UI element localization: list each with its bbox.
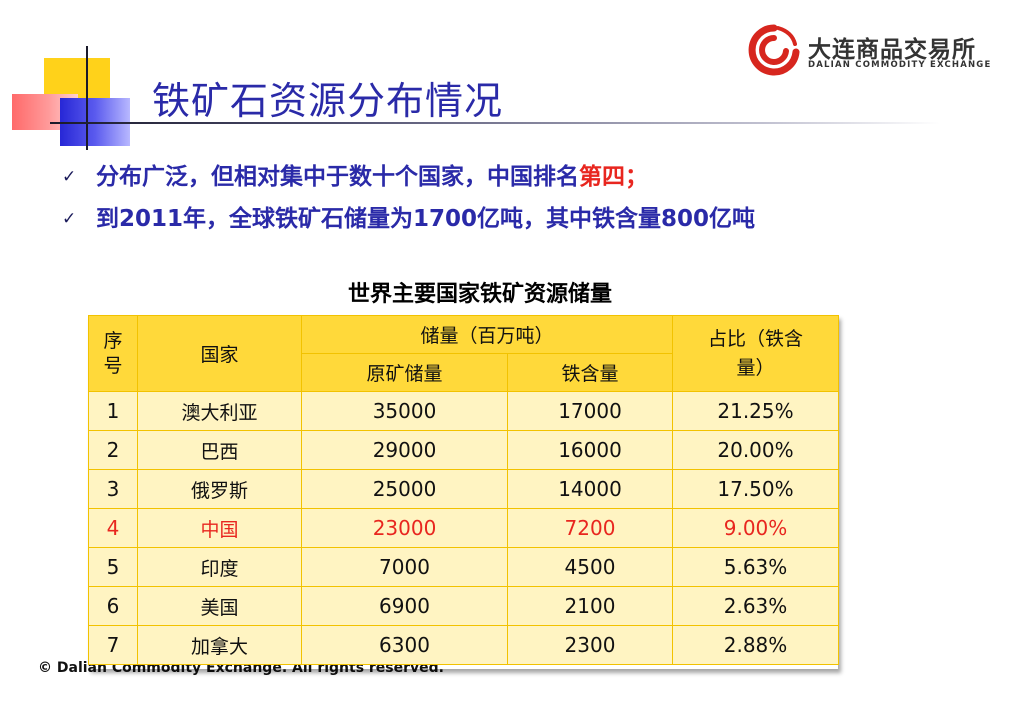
cell-share: 2.88% — [672, 625, 840, 665]
cell-share: 20.00% — [672, 430, 840, 470]
cell-index: 4 — [88, 508, 138, 548]
cell-index: 7 — [88, 625, 138, 665]
cell-country: 巴西 — [137, 430, 302, 470]
cell-raw: 25000 — [301, 469, 508, 509]
table-row: 1 澳大利亚 35000 17000 21.25% — [88, 391, 840, 431]
cell-iron: 4500 — [506, 547, 674, 587]
table-subheader-row: 原矿储量 铁含量 — [89, 353, 839, 392]
bullet-item: ✓ 到2011年，全球铁矿石储量为1700亿吨，其中铁含量800亿吨 — [62, 198, 755, 240]
cell-iron: 16000 — [506, 430, 674, 470]
dce-logo-icon — [748, 24, 800, 76]
dce-logo: 大连商品交易所 DALIAN COMMODITY EXCHANGE — [748, 24, 990, 80]
decor-vertical-line — [86, 46, 88, 150]
checkmark-icon: ✓ — [62, 167, 77, 187]
cell-country: 俄罗斯 — [137, 469, 302, 509]
cell-iron: 14000 — [506, 469, 674, 509]
checkmark-icon: ✓ — [62, 209, 77, 229]
cell-raw: 35000 — [301, 391, 508, 431]
bullet-highlight: 第四； — [579, 164, 648, 190]
header-country: 国家 — [137, 315, 302, 392]
reserves-table: 序号 国家 储量（百万吨） 占比（铁含量） 原矿储量 铁含量 1 澳大利亚 35… — [88, 315, 840, 665]
cell-share: 9.00% — [672, 508, 840, 548]
cell-raw: 6900 — [301, 586, 508, 626]
cell-iron: 17000 — [506, 391, 674, 431]
slide-title: 铁矿石资源分布情况 — [152, 79, 504, 123]
bullet-text: 到2011年，全球铁矿石储量为1700亿吨，其中铁含量800亿吨 — [96, 206, 756, 232]
title-underline — [50, 122, 940, 124]
table-header-row: 序号 国家 储量（百万吨） 占比（铁含量） — [88, 315, 840, 392]
table-row: 3 俄罗斯 25000 14000 17.50% — [88, 469, 840, 509]
header-share: 占比（铁含量） — [672, 315, 840, 392]
table-row: 2 巴西 29000 16000 20.00% — [88, 430, 840, 470]
cell-share: 2.63% — [672, 586, 840, 626]
reserves-table-container: 序号 国家 储量（百万吨） 占比（铁含量） 原矿储量 铁含量 1 澳大利亚 35… — [88, 315, 840, 669]
cell-country: 澳大利亚 — [137, 391, 302, 431]
logo-name-cn: 大连商品交易所 — [808, 37, 976, 63]
cell-iron: 2100 — [506, 586, 674, 626]
cell-share: 21.25% — [672, 391, 840, 431]
cell-raw: 7000 — [301, 547, 508, 587]
cell-index: 5 — [88, 547, 138, 587]
cell-raw: 29000 — [301, 430, 508, 470]
header-reserves: 储量（百万吨） — [300, 315, 674, 354]
cell-raw: 23000 — [301, 508, 508, 548]
table-title: 世界主要国家铁矿资源储量 — [347, 282, 612, 307]
logo-name-en: DALIAN COMMODITY EXCHANGE — [808, 60, 992, 70]
cell-country: 美国 — [137, 586, 302, 626]
cell-country: 印度 — [137, 547, 302, 587]
bullet-item: ✓ 分布广泛，但相对集中于数十个国家，中国排名第四； — [62, 156, 755, 198]
cell-index: 6 — [88, 586, 138, 626]
cell-index: 2 — [88, 430, 138, 470]
cell-iron: 7200 — [506, 508, 674, 548]
bullet-list: ✓ 分布广泛，但相对集中于数十个国家，中国排名第四； ✓ 到2011年，全球铁矿… — [62, 156, 755, 240]
cell-index: 3 — [88, 469, 138, 509]
cell-share: 17.50% — [672, 469, 840, 509]
bullet-text: 分布广泛，但相对集中于数十个国家，中国排名 — [96, 164, 579, 190]
cell-country: 中国 — [137, 508, 302, 548]
header-index: 序号 — [88, 315, 138, 392]
header-raw: 原矿储量 — [301, 353, 508, 392]
cell-share: 5.63% — [672, 547, 840, 587]
cell-index: 1 — [88, 391, 138, 431]
cell-raw: 6300 — [301, 625, 508, 665]
cell-country: 加拿大 — [137, 625, 302, 665]
header-iron: 铁含量 — [506, 353, 674, 392]
cell-iron: 2300 — [506, 625, 674, 665]
table-row: 5 印度 7000 4500 5.63% — [88, 547, 840, 587]
table-row-highlighted: 4 中国 23000 7200 9.00% — [88, 508, 840, 548]
table-row: 7 加拿大 6300 2300 2.88% — [88, 625, 840, 665]
table-row: 6 美国 6900 2100 2.63% — [88, 586, 840, 626]
